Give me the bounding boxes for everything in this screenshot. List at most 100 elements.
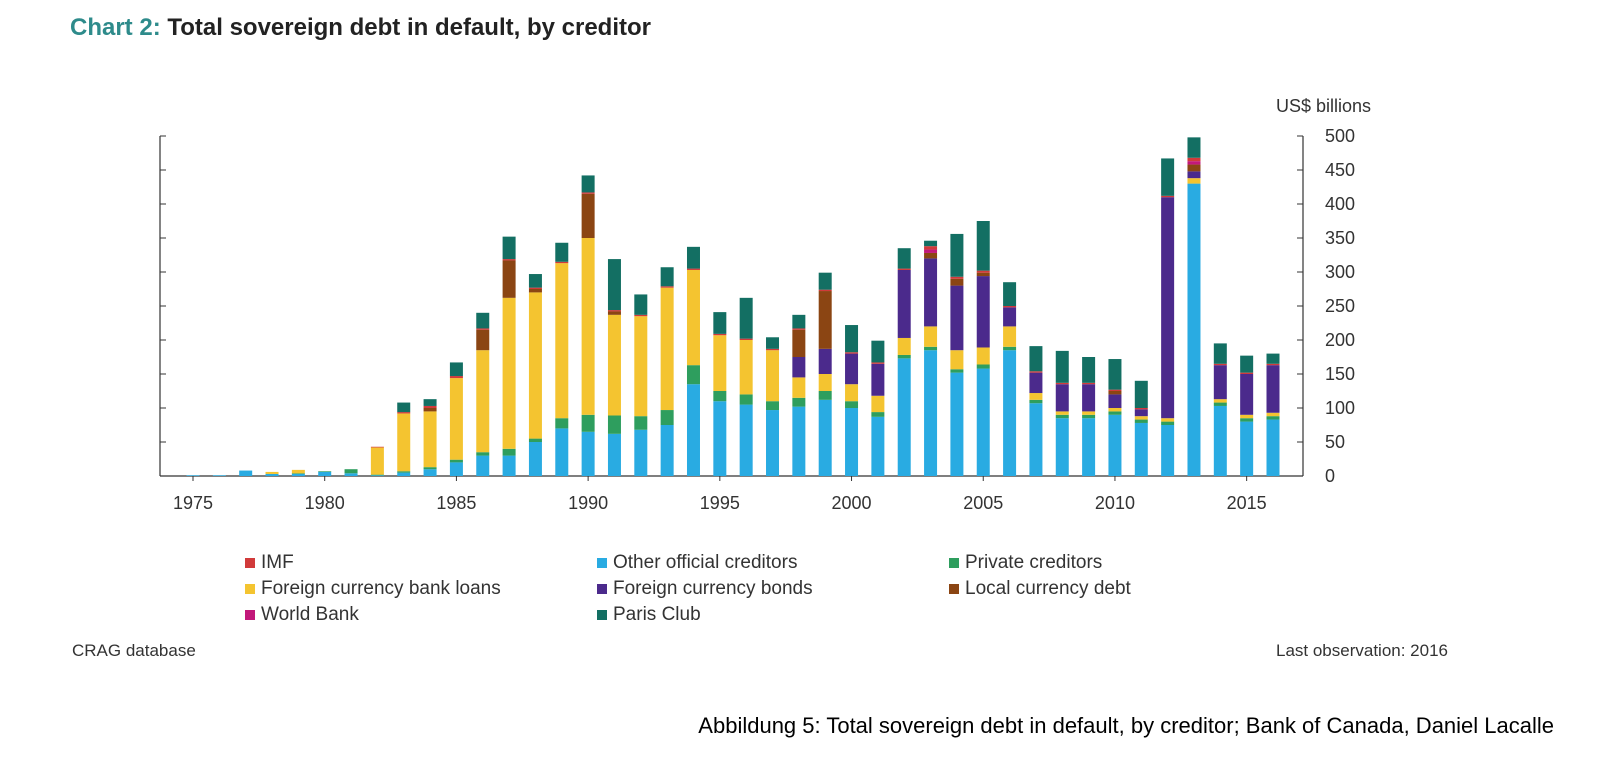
x-tick-label: 2015 [1227, 493, 1267, 513]
bar-segment-private-creditors [1161, 421, 1175, 425]
bar-segment-local-currency-debt [1108, 391, 1122, 395]
bar-segment-foreign-currency-bonds [1213, 365, 1227, 400]
bar-segment-imf [1240, 372, 1254, 374]
bar-segment-local-currency-debt [528, 289, 542, 293]
bar-segment-other-official-creditors [1161, 425, 1175, 476]
bar-segment-paris-club [449, 362, 463, 377]
bar-segment-other-official-creditors [871, 416, 885, 476]
bar-segment-imf [739, 338, 753, 340]
bar-segment-foreign-currency-bonds [818, 348, 832, 374]
bar-segment-private-creditors [423, 467, 437, 470]
x-tick-label: 1995 [700, 493, 740, 513]
bar-segment-other-official-creditors [1082, 418, 1096, 476]
x-tick-label: 1975 [173, 493, 213, 513]
bar-segment-imf [476, 328, 490, 330]
bar-segment-imf [1055, 382, 1069, 385]
bar-segment-foreign-currency-bank-loans [1240, 414, 1254, 419]
legend-swatch [597, 610, 607, 620]
bar-segment-imf [1134, 408, 1148, 410]
legend-item-imf: IMF [245, 552, 294, 574]
y-tick-label: 150 [1325, 364, 1355, 384]
bar-segment-foreign-currency-bonds [1187, 171, 1201, 179]
bar-segment-foreign-currency-bank-loans [1108, 408, 1122, 412]
bar-segment-foreign-currency-bonds [1108, 394, 1122, 408]
legend-label: Foreign currency bank loans [261, 578, 501, 599]
x-tick-label: 2010 [1095, 493, 1135, 513]
bar-segment-private-creditors [476, 452, 490, 456]
bar-segment-foreign-currency-bonds [1134, 409, 1148, 417]
bar-segment-private-creditors [291, 473, 305, 474]
bar-segment-foreign-currency-bank-loans [950, 350, 964, 370]
bar-segment-imf [397, 412, 411, 414]
figure-caption: Abbildung 5: Total sovereign debt in def… [698, 713, 1554, 738]
chart-title-main: Total sovereign debt in default, by cred… [167, 14, 651, 41]
bar-segment-other-official-creditors [502, 455, 516, 476]
bar-segment-foreign-currency-bank-loans [423, 411, 437, 468]
bar-segment-paris-club [502, 236, 516, 260]
y-tick-label: 250 [1325, 296, 1355, 316]
bar-segment-other-official-creditors [950, 372, 964, 476]
bar-segment-foreign-currency-bank-loans [555, 263, 569, 419]
bar-segment-local-currency-debt [818, 291, 832, 349]
bar-segment-foreign-currency-bank-loans [686, 269, 700, 366]
stacked-bar-chart: 0 50 100 150 200 250 300 350 400 450 500 US$ billio… [159, 96, 1371, 513]
bar-segment-private-creditors [1134, 419, 1148, 423]
last-observation-note: Last observation: 2016 [1275, 641, 1448, 660]
bar-segment-foreign-currency-bank-loans [528, 292, 542, 439]
bar-segment-other-official-creditors [423, 469, 437, 476]
bar-segment-foreign-currency-bank-loans [1134, 416, 1148, 420]
bar-segment-private-creditors [555, 418, 569, 429]
bar-segment-private-creditors [397, 471, 411, 473]
bar-segment-foreign-currency-bank-loans [1003, 326, 1017, 347]
bar-segment-foreign-currency-bank-loans [291, 469, 305, 474]
bar-segment-imf [1161, 195, 1175, 198]
bar-segment-other-official-creditors [924, 350, 938, 476]
bar-segment-paris-club [476, 312, 490, 329]
bar-segment-paris-club [871, 340, 885, 363]
bar-segment-other-official-creditors [581, 431, 595, 476]
bar-segment-foreign-currency-bank-loans [924, 326, 938, 347]
legend-swatch [245, 584, 255, 594]
bar-segment-imf [713, 333, 727, 336]
bar-segment-paris-club [686, 246, 700, 269]
legend-item-fx-bank-loans: Foreign currency bank loans [245, 578, 501, 600]
bar-segment-private-creditors [1108, 411, 1122, 415]
bar-segment-foreign-currency-bonds [1082, 384, 1096, 412]
bar-segment-paris-club [581, 175, 595, 193]
bar-segment-paris-club [660, 267, 674, 287]
bar-segment-private-creditors [449, 459, 463, 463]
x-tick-label: 1985 [436, 493, 476, 513]
bar-segment-private-creditors [1055, 414, 1069, 419]
bar-segment-imf [897, 268, 911, 270]
bar-segment-private-creditors [976, 364, 990, 369]
bar-segment-imf [924, 246, 938, 250]
bar-segment-imf [555, 261, 569, 264]
bar-segment-other-official-creditors [766, 410, 780, 476]
bar-segment-paris-club [1134, 380, 1148, 408]
x-tick-label: 2005 [963, 493, 1003, 513]
bar-segment-other-official-creditors [713, 401, 727, 476]
bar-segment-paris-club [423, 399, 437, 406]
bar-segment-imf [660, 286, 674, 288]
bar-segment-private-creditors [739, 394, 753, 405]
bar-segment-other-official-creditors [318, 471, 332, 476]
bar-segment-local-currency-debt [581, 193, 595, 238]
bar-segment-foreign-currency-bank-loans [713, 335, 727, 391]
bar-segment-foreign-currency-bank-loans [1029, 393, 1043, 400]
bar-segment-foreign-currency-bonds [1266, 365, 1280, 413]
bar-segment-local-currency-debt [1187, 164, 1201, 172]
bar-segment-world-bank [924, 249, 938, 253]
bar-segment-other-official-creditors [897, 358, 911, 476]
bar-segment-foreign-currency-bank-loans [871, 395, 885, 413]
bar-segment-paris-club [528, 274, 542, 288]
bar-segment-other-official-creditors [397, 472, 411, 476]
bar-segment-other-official-creditors [186, 475, 200, 476]
bar-segment-other-official-creditors [528, 442, 542, 476]
bar-segment-paris-club [924, 240, 938, 247]
bar-segment-imf [502, 259, 516, 261]
legend-label: Local currency debt [965, 578, 1131, 599]
bar-segment-foreign-currency-bank-loans [476, 350, 490, 453]
legend-label: Paris Club [613, 604, 701, 625]
bar-segment-paris-club [713, 312, 727, 334]
x-tick-label: 1980 [305, 493, 345, 513]
